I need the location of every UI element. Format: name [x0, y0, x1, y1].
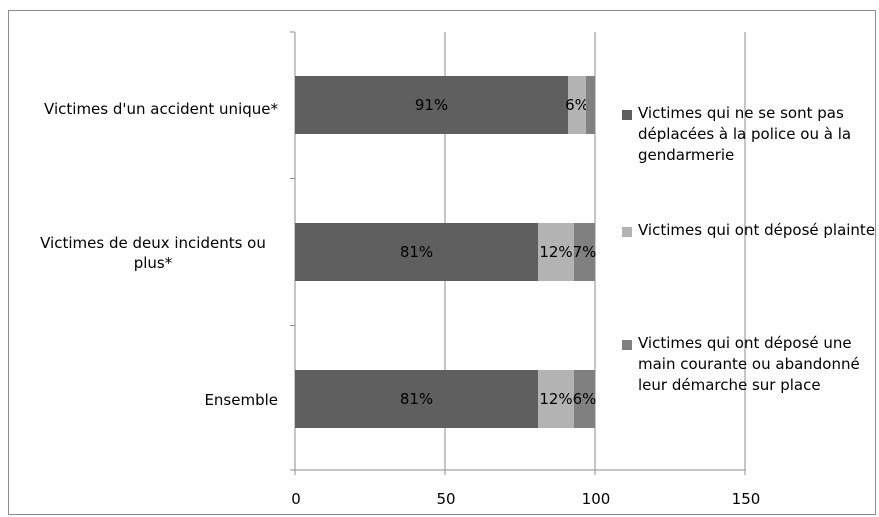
legend-swatch — [622, 340, 632, 350]
legend-label: Victimes qui ont déposé plainte — [638, 221, 876, 239]
x-tick-label: 0 — [291, 490, 301, 508]
bar-segment — [295, 76, 568, 134]
data-label: 12% — [539, 390, 572, 408]
data-label: 6% — [565, 96, 589, 114]
bar-segment — [568, 76, 586, 134]
data-label: 12% — [539, 243, 572, 261]
legend-swatch — [622, 110, 632, 120]
legend-label: Victimes qui ne se sont pas déplacées à … — [638, 104, 852, 164]
data-label: 81% — [400, 390, 433, 408]
data-label: 81% — [400, 243, 433, 261]
bar-segment — [295, 223, 538, 281]
chart-frame — [8, 10, 876, 515]
bar-segment — [538, 223, 574, 281]
category-label-ensemble: Ensemble — [204, 391, 278, 409]
bar-segment — [586, 76, 595, 134]
data-label: 7% — [573, 243, 597, 261]
bar-segment — [574, 223, 595, 281]
bar-segment — [295, 370, 538, 428]
category-label-deux-incidents: Victimes de deux incidents ou plus* — [40, 234, 266, 272]
category-label-accident-unique: Victimes d'un accident unique* — [44, 100, 278, 118]
data-label: 6% — [573, 390, 597, 408]
x-tick-label: 50 — [436, 490, 456, 508]
x-tick-label: 100 — [581, 490, 611, 508]
data-label: 91% — [415, 96, 448, 114]
bar-segment — [574, 370, 595, 428]
bar-segment — [538, 370, 574, 428]
x-tick-label: 150 — [731, 490, 761, 508]
legend-swatch — [622, 227, 632, 237]
legend-label: Victimes qui ont déposé une main courant… — [638, 334, 860, 394]
